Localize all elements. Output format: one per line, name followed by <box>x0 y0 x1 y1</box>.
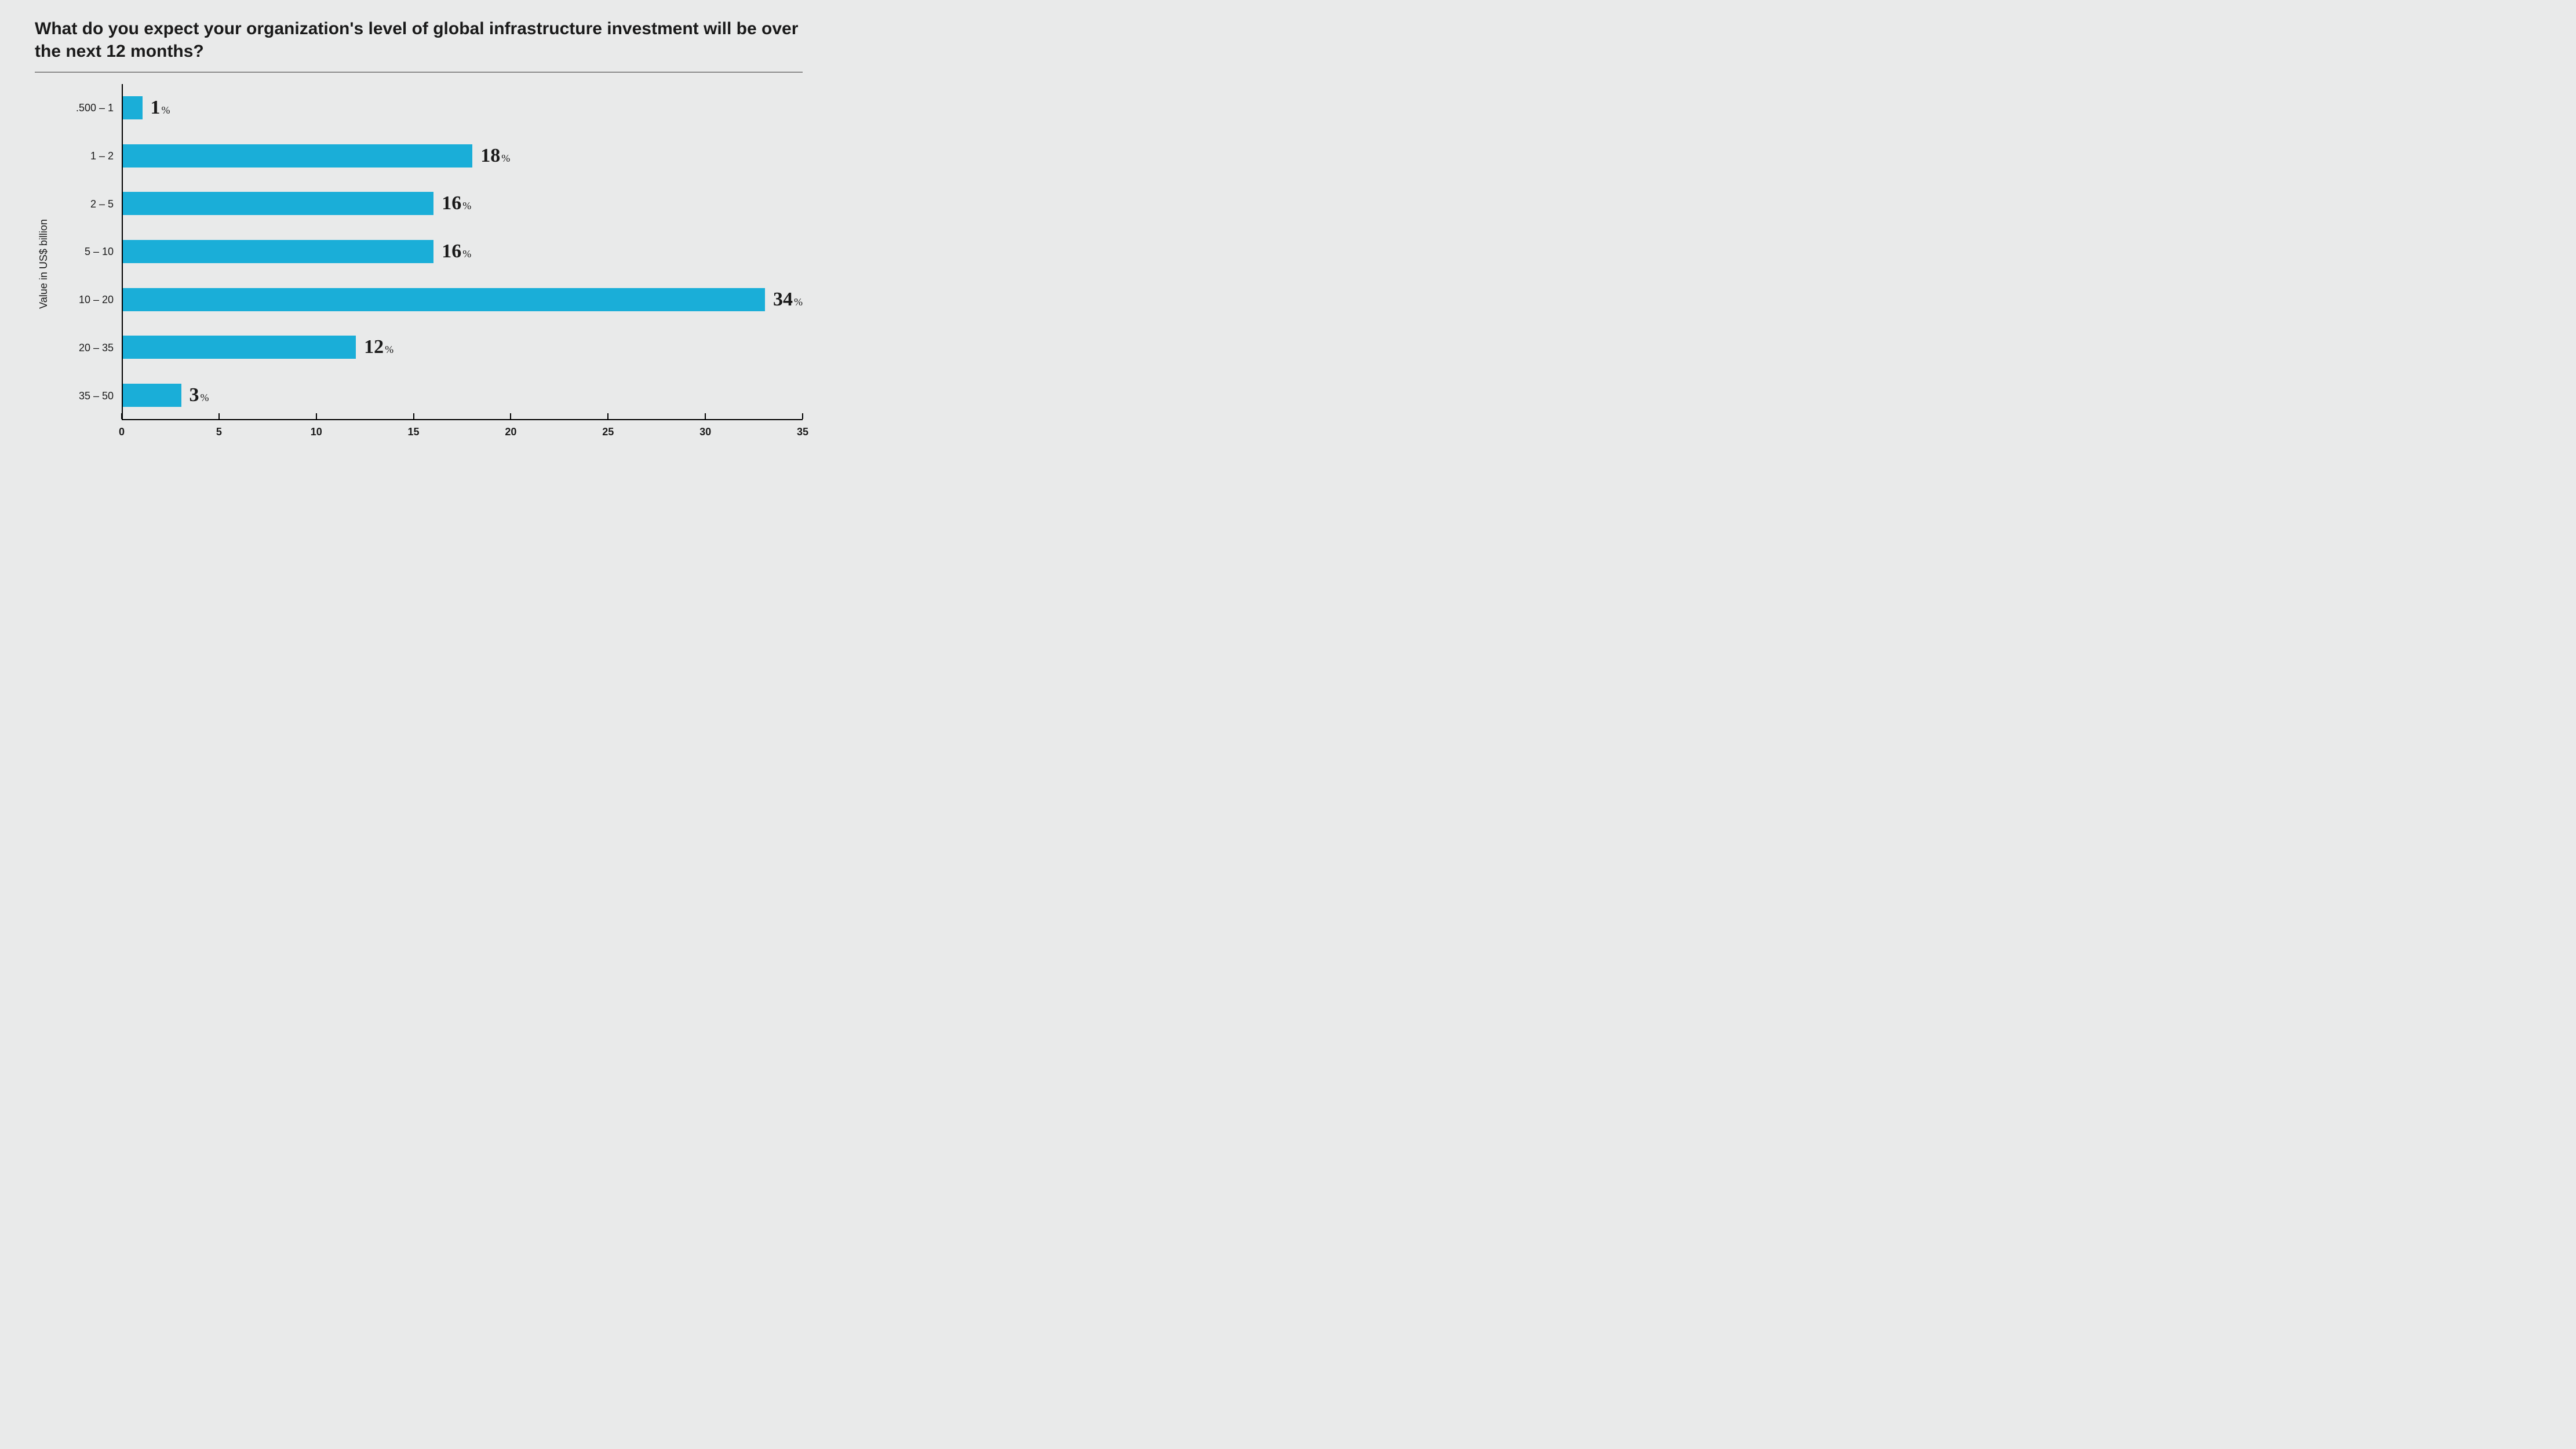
bar-row: 18% <box>123 133 803 179</box>
category-labels: .500 – 11 – 22 – 55 – 1010 – 2020 – 3535… <box>52 84 122 420</box>
plot-area: 1% 18% 16% 16% 34% 12% 3% <box>122 84 803 420</box>
bar-value-label: 18% <box>480 145 510 167</box>
x-tick-label: 30 <box>699 426 711 438</box>
category-label: 20 – 35 <box>52 325 122 372</box>
y-axis-label: Value in US$ billion <box>38 219 50 309</box>
category-label: 5 – 10 <box>52 229 122 275</box>
x-tick-label: 20 <box>505 426 516 438</box>
bar <box>123 96 143 119</box>
bar-row: 1% <box>123 85 803 131</box>
x-tick-label: 0 <box>119 426 125 438</box>
bar <box>123 336 356 359</box>
x-tick: 10 <box>311 420 322 438</box>
x-tick: 20 <box>505 420 516 438</box>
bar-row: 3% <box>123 372 803 418</box>
x-tick: 25 <box>602 420 614 438</box>
chart-title: What do you expect your organization's l… <box>35 17 803 63</box>
bar-value-label: 34% <box>773 289 803 311</box>
category-label: 35 – 50 <box>52 373 122 419</box>
category-label: 2 – 5 <box>52 181 122 227</box>
x-axis: 05101520253035 <box>122 420 803 443</box>
x-tick: 35 <box>797 420 808 438</box>
bar-row: 12% <box>123 324 803 370</box>
category-label: 1 – 2 <box>52 133 122 179</box>
bar <box>123 192 433 215</box>
x-tick: 15 <box>408 420 420 438</box>
x-tick: 5 <box>216 420 222 438</box>
x-tick: 0 <box>119 420 125 438</box>
category-label: .500 – 1 <box>52 85 122 131</box>
bar-value-label: 1% <box>151 97 170 119</box>
bar-value-label: 16% <box>442 192 471 214</box>
category-label: 10 – 20 <box>52 277 122 323</box>
bar-row: 16% <box>123 180 803 227</box>
x-tick: 30 <box>699 420 711 438</box>
bar-value-label: 3% <box>190 384 209 406</box>
bar-value-label: 16% <box>442 241 471 263</box>
bar <box>123 384 181 407</box>
bar <box>123 288 765 311</box>
x-tick-label: 5 <box>216 426 222 438</box>
bar <box>123 144 472 168</box>
chart-container: Value in US$ billion .500 – 11 – 22 – 55… <box>35 84 803 443</box>
x-tick-label: 25 <box>602 426 614 438</box>
bar-value-label: 12% <box>364 336 393 358</box>
x-tick-label: 35 <box>797 426 808 438</box>
bar-row: 34% <box>123 276 803 323</box>
x-tick-label: 15 <box>408 426 420 438</box>
x-tick-label: 10 <box>311 426 322 438</box>
bar-row: 16% <box>123 228 803 275</box>
bar <box>123 240 433 263</box>
